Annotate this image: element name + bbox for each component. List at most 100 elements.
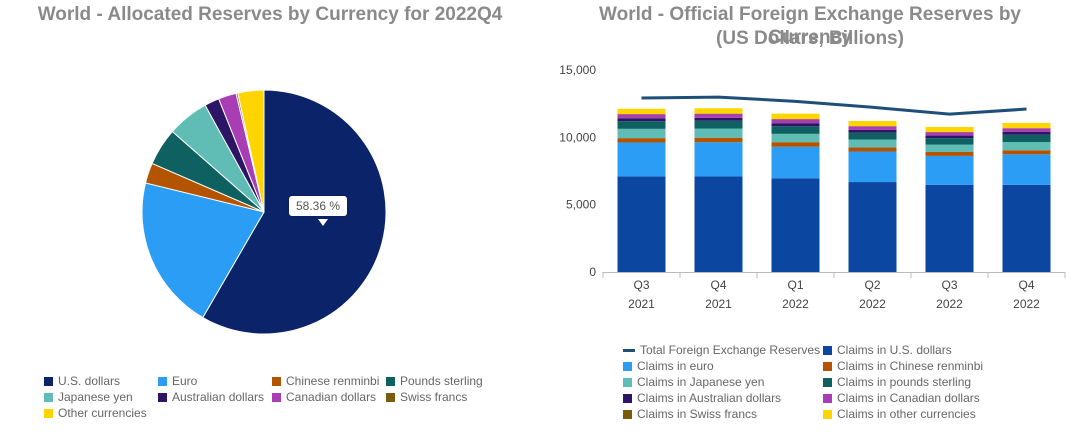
bar-segment-claims-in-euro[interactable] xyxy=(771,146,820,179)
bar-legend-item-total-foreign-exchange-reserves[interactable]: Total Foreign Exchange Reserves xyxy=(623,343,820,357)
bar-segment-claims-in-pounds-sterling[interactable] xyxy=(771,126,820,134)
bar-legend-item-claims-in-other-currencies[interactable]: Claims in other currencies xyxy=(823,407,976,421)
bar-segment-claims-in-canadian-dollars[interactable] xyxy=(1002,128,1051,132)
bar-segment-claims-in-japanese-yen[interactable] xyxy=(617,128,666,139)
bar-segment-claims-in-other-currencies[interactable] xyxy=(1002,122,1051,129)
x-tick-label: 2021 xyxy=(628,297,655,311)
legend-label: Japanese yen xyxy=(58,390,133,404)
legend-label: Claims in pounds sterling xyxy=(837,375,972,389)
bar-segment-claims-in-australian-dollars[interactable] xyxy=(617,118,666,122)
bar-segment-claims-in-pounds-sterling[interactable] xyxy=(925,138,974,145)
y-tick-label: 0 xyxy=(589,265,596,279)
legend-label: Claims in euro xyxy=(637,359,714,373)
bar-legend-item-claims-in-chinese-renminbi[interactable]: Claims in Chinese renminbi xyxy=(823,359,983,373)
bar-segment-claims-in-u-s-dollars[interactable] xyxy=(1002,184,1051,272)
pie-legend-item-u-s-dollars[interactable]: U.S. dollars xyxy=(44,374,120,388)
legend-swatch xyxy=(158,376,167,386)
bar-segment-claims-in-chinese-renminbi[interactable] xyxy=(925,152,974,156)
bar-segment-claims-in-pounds-sterling[interactable] xyxy=(848,132,897,140)
pie-legend-item-pounds-sterling[interactable]: Pounds sterling xyxy=(386,374,483,388)
bar-segment-claims-in-u-s-dollars[interactable] xyxy=(617,176,666,272)
x-tick-label: Q1 xyxy=(787,278,803,292)
bar-segment-claims-in-u-s-dollars[interactable] xyxy=(925,184,974,272)
bar-segment-claims-in-pounds-sterling[interactable] xyxy=(1002,134,1051,143)
bar-segment-claims-in-chinese-renminbi[interactable] xyxy=(771,142,820,147)
legend-label: U.S. dollars xyxy=(58,374,121,388)
pie-legend-item-canadian-dollars[interactable]: Canadian dollars xyxy=(272,390,376,404)
bar-segment-claims-in-chinese-renminbi[interactable] xyxy=(848,147,897,152)
bar-segment-claims-in-japanese-yen[interactable] xyxy=(1002,142,1051,151)
pie-legend-item-swiss-francs[interactable]: Swiss francs xyxy=(386,390,467,404)
legend-label: Total Foreign Exchange Reserves xyxy=(640,343,821,357)
bar-segment-claims-in-japanese-yen[interactable] xyxy=(771,133,820,143)
bar-segment-claims-in-japanese-yen[interactable] xyxy=(694,128,743,138)
x-tick-label: 2021 xyxy=(705,297,732,311)
pie-legend-item-australian-dollars[interactable]: Australian dollars xyxy=(158,390,264,404)
bar-segment-claims-in-australian-dollars[interactable] xyxy=(1002,131,1051,135)
pie-legend-item-japanese-yen[interactable]: Japanese yen xyxy=(44,390,133,404)
legend-swatch xyxy=(623,393,632,403)
legend-swatch xyxy=(386,392,395,402)
bar-segment-claims-in-chinese-renminbi[interactable] xyxy=(694,137,743,143)
legend-swatch xyxy=(272,392,281,402)
bar-segment-claims-in-australian-dollars[interactable] xyxy=(771,123,820,127)
legend-swatch xyxy=(823,377,832,387)
bar-legend-item-claims-in-u-s-dollars[interactable]: Claims in U.S. dollars xyxy=(823,343,952,357)
legend-swatch xyxy=(623,409,632,419)
bar-segment-claims-in-japanese-yen[interactable] xyxy=(925,144,974,153)
bar-legend-item-claims-in-euro[interactable]: Claims in euro xyxy=(623,359,714,373)
legend-swatch xyxy=(623,377,632,387)
bar-segment-claims-in-other-currencies[interactable] xyxy=(848,121,897,127)
bar-segment-claims-in-euro[interactable] xyxy=(925,155,974,185)
bar-segment-claims-in-pounds-sterling[interactable] xyxy=(694,120,743,129)
bar-legend-item-claims-in-pounds-sterling[interactable]: Claims in pounds sterling xyxy=(823,375,971,389)
bar-segment-claims-in-u-s-dollars[interactable] xyxy=(771,178,820,272)
legend-label: Claims in Australian dollars xyxy=(637,391,782,405)
bar-segment-claims-in-japanese-yen[interactable] xyxy=(848,139,897,148)
legend-label: Other currencies xyxy=(58,406,147,420)
bar-segment-claims-in-other-currencies[interactable] xyxy=(617,108,666,115)
bar-segment-claims-in-chinese-renminbi[interactable] xyxy=(1002,150,1051,155)
line-total-foreign-exchange-reserves[interactable] xyxy=(641,95,1027,116)
x-tick-label: 2022 xyxy=(859,297,886,311)
bar-legend-item-claims-in-australian-dollars[interactable]: Claims in Australian dollars xyxy=(623,391,781,405)
bar-segment-claims-in-other-currencies[interactable] xyxy=(771,113,820,120)
legend-label: Claims in other currencies xyxy=(837,407,976,421)
bar-legend-item-claims-in-canadian-dollars[interactable]: Claims in Canadian dollars xyxy=(823,391,980,405)
bar-segment-claims-in-canadian-dollars[interactable] xyxy=(771,119,820,124)
pie-tooltip-pointer xyxy=(318,219,328,226)
bar-segment-claims-in-other-currencies[interactable] xyxy=(694,108,743,114)
bar-segment-claims-in-chinese-renminbi[interactable] xyxy=(617,138,666,143)
bar-segment-claims-in-euro[interactable] xyxy=(1002,154,1051,185)
bar-segment-claims-in-euro[interactable] xyxy=(694,142,743,177)
bar-segment-claims-in-australian-dollars[interactable] xyxy=(694,117,743,121)
legend-swatch xyxy=(158,392,167,402)
bar-segment-claims-in-canadian-dollars[interactable] xyxy=(925,132,974,136)
legend-label: Claims in Chinese renminbi xyxy=(837,359,984,373)
bar-segment-claims-in-canadian-dollars[interactable] xyxy=(694,113,743,118)
pie-slice-other-currencies[interactable] xyxy=(237,89,265,213)
bar-segment-claims-in-australian-dollars[interactable] xyxy=(848,129,897,133)
bar-segment-claims-in-u-s-dollars[interactable] xyxy=(848,182,897,272)
bar-legend-item-claims-in-swiss-francs[interactable]: Claims in Swiss francs xyxy=(623,407,757,421)
pie-legend-item-other-currencies[interactable]: Other currencies xyxy=(44,406,147,420)
bar-segment-claims-in-euro[interactable] xyxy=(617,142,666,177)
pie-legend-item-chinese-renminbi[interactable]: Chinese renminbi xyxy=(272,374,379,388)
bar-legend-item-claims-in-japanese-yen[interactable]: Claims in Japanese yen xyxy=(623,375,764,389)
pie-chart-title: World - Allocated Reserves by Currency f… xyxy=(37,4,503,25)
bar-segment-claims-in-other-currencies[interactable] xyxy=(925,126,974,132)
bar-segment-claims-in-euro[interactable] xyxy=(848,151,897,183)
y-tick-label: 15,000 xyxy=(559,63,596,77)
bar-segment-claims-in-canadian-dollars[interactable] xyxy=(848,126,897,130)
bar-segment-claims-in-pounds-sterling[interactable] xyxy=(617,121,666,129)
legend-swatch xyxy=(386,376,395,386)
bar-segment-claims-in-australian-dollars[interactable] xyxy=(925,135,974,139)
legend-swatch xyxy=(44,376,53,386)
legend-label: Australian dollars xyxy=(172,390,265,404)
bar-segment-claims-in-canadian-dollars[interactable] xyxy=(617,114,666,119)
pie-slice-euro[interactable] xyxy=(141,182,265,319)
bar-segment-claims-in-u-s-dollars[interactable] xyxy=(694,176,743,272)
legend-label: Swiss francs xyxy=(400,390,468,404)
x-tick-label: Q2 xyxy=(864,278,880,292)
pie-legend-item-euro[interactable]: Euro xyxy=(158,374,197,388)
